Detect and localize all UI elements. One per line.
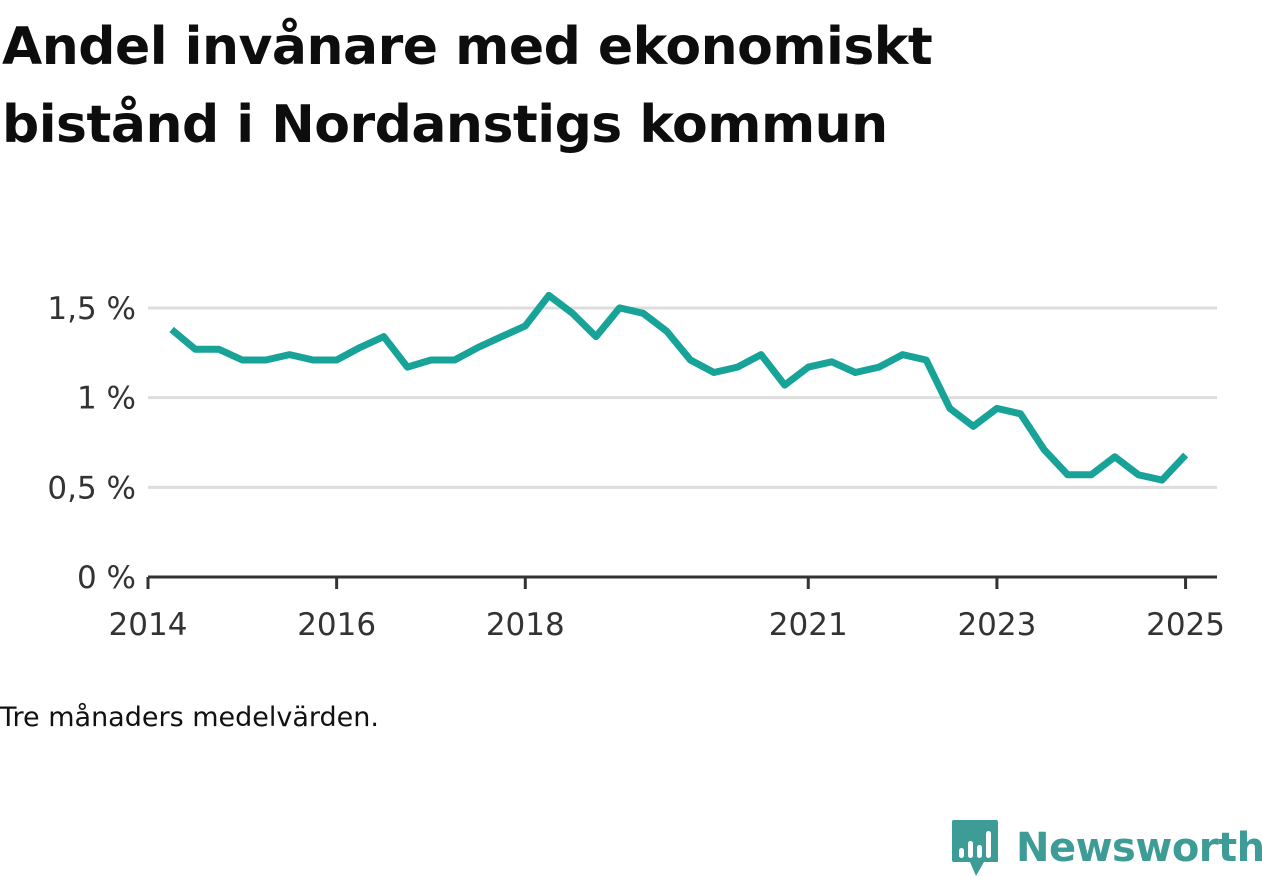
x-tick-label: 2018 <box>486 607 565 643</box>
x-tick-label: 2016 <box>297 607 376 643</box>
series-line <box>169 291 1189 484</box>
y-tick-label: 1 % <box>77 381 136 417</box>
y-tick-label: 0 % <box>77 560 136 596</box>
x-tick-label: 2023 <box>957 607 1036 643</box>
y-tick-label: 0,5 % <box>47 470 136 506</box>
chart-note: Tre månaders medelvärden. <box>0 702 379 733</box>
brand-logo: Newsworthy <box>950 818 1262 878</box>
x-axis-ticks: 2014 2016 2018 2021 2023 2025 <box>109 577 1225 643</box>
x-tick-label: 2021 <box>769 607 848 643</box>
newsworthy-logo-icon <box>952 820 998 876</box>
chart-title: Andel invånare med ekonomiskt bistånd i … <box>2 17 933 155</box>
brand-name: Newsworthy <box>1016 825 1262 871</box>
x-tick-label: 2025 <box>1146 607 1225 643</box>
gridlines <box>148 306 1217 489</box>
x-tick-label: 2014 <box>109 607 188 643</box>
line-chart: 0 % 0,5 % 1 % 1,5 % 2014 2016 2018 2021 2023 202… <box>47 291 1225 643</box>
y-axis-ticks: 0 % 0,5 % 1 % 1,5 % <box>47 291 136 596</box>
y-tick-label: 1,5 % <box>47 291 136 327</box>
